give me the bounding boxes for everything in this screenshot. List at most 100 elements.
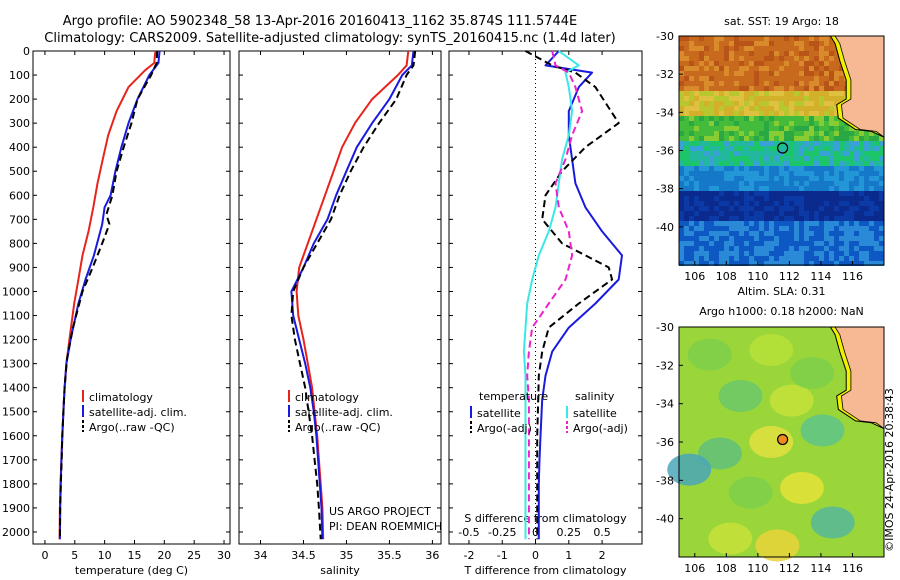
sst-cell: [859, 161, 864, 166]
temperature-xtick-label: 30: [217, 549, 231, 562]
sst-cell: [679, 146, 684, 151]
sst-cell: [714, 91, 719, 96]
sst-cell: [694, 106, 699, 111]
sst-cell: [804, 241, 809, 246]
sst-cell: [714, 86, 719, 91]
sst-cell: [714, 216, 719, 221]
sst-cell: [774, 206, 779, 211]
sst-cell: [804, 171, 809, 176]
sst-cell: [729, 206, 734, 211]
sst-cell: [679, 181, 684, 186]
sst-cell: [699, 76, 704, 81]
sst-cell: [784, 81, 789, 86]
sst-cell: [814, 216, 819, 221]
sst-cell: [839, 151, 844, 156]
sst-cell: [689, 61, 694, 66]
sst-cell: [819, 86, 824, 91]
sst-cell: [684, 171, 689, 176]
sst-cell: [694, 151, 699, 156]
sst-cell: [839, 166, 844, 171]
sst-cell: [739, 126, 744, 131]
sst-cell: [834, 181, 839, 186]
sst-cell: [689, 106, 694, 111]
sst-cell: [759, 141, 764, 146]
sst-cell: [729, 86, 734, 91]
sst-cell: [769, 226, 774, 231]
sst-cell: [714, 101, 719, 106]
sst-cell: [734, 221, 739, 226]
sst-cell: [694, 226, 699, 231]
sst-cell: [704, 71, 709, 76]
sst-cell: [829, 161, 834, 166]
sst-cell: [769, 176, 774, 181]
sst-cell: [709, 206, 714, 211]
sst-cell: [819, 226, 824, 231]
sst-cell: [759, 81, 764, 86]
sst-cell: [809, 256, 814, 261]
sst-cell: [779, 171, 784, 176]
sst-cell: [779, 206, 784, 211]
sst-cell: [774, 156, 779, 161]
sst-cell: [684, 86, 689, 91]
sst-cell: [714, 246, 719, 251]
sst-cell: [724, 186, 729, 191]
sst-cell: [834, 91, 839, 96]
sst-cell: [719, 71, 724, 76]
sst-cell: [679, 156, 684, 161]
sst-cell: [784, 236, 789, 241]
sst-cell: [704, 91, 709, 96]
sst-cell: [684, 241, 689, 246]
sst-cell: [844, 156, 849, 161]
sst-cell: [879, 246, 884, 251]
sst-cell: [809, 226, 814, 231]
sst-cell: [739, 61, 744, 66]
sst-cell: [854, 216, 859, 221]
sst-cell: [709, 251, 714, 256]
sst-cell: [764, 156, 769, 161]
sst-cell: [739, 256, 744, 261]
sst-cell: [839, 156, 844, 161]
sst-cell: [694, 241, 699, 246]
sst-map-lat-label: -38: [656, 183, 674, 196]
sst-cell: [829, 226, 834, 231]
sst-cell: [719, 56, 724, 61]
sst-cell: [824, 171, 829, 176]
sst-cell: [819, 171, 824, 176]
sst-cell: [739, 71, 744, 76]
sst-cell: [794, 116, 799, 121]
sst-cell: [714, 111, 719, 116]
sst-cell: [724, 41, 729, 46]
sst-cell: [694, 51, 699, 56]
sst-cell: [769, 251, 774, 256]
sst-cell: [734, 126, 739, 131]
sst-cell: [749, 231, 754, 236]
sst-cell: [879, 196, 884, 201]
sst-cell: [819, 81, 824, 86]
sst-cell: [804, 96, 809, 101]
sst-cell: [694, 56, 699, 61]
sst-cell: [869, 256, 874, 261]
sst-cell: [769, 96, 774, 101]
sst-cell: [699, 231, 704, 236]
diff-legend-label: Argo(-adj): [477, 422, 532, 435]
sst-cell: [734, 121, 739, 126]
sst-cell: [839, 126, 844, 131]
sst-cell: [714, 81, 719, 86]
sst-cell: [724, 226, 729, 231]
sst-cell: [689, 41, 694, 46]
sst-cell: [779, 91, 784, 96]
sst-cell: [764, 246, 769, 251]
sst-cell: [854, 226, 859, 231]
sst-cell: [869, 131, 874, 136]
sst-cell: [754, 121, 759, 126]
sst-cell: [694, 41, 699, 46]
sst-cell: [849, 141, 854, 146]
sst-cell: [764, 206, 769, 211]
sst-cell: [804, 176, 809, 181]
sst-cell: [799, 186, 804, 191]
sst-cell: [749, 156, 754, 161]
sst-cell: [714, 156, 719, 161]
sst-cell: [739, 241, 744, 246]
sst-cell: [854, 131, 859, 136]
sst-cell: [724, 76, 729, 81]
